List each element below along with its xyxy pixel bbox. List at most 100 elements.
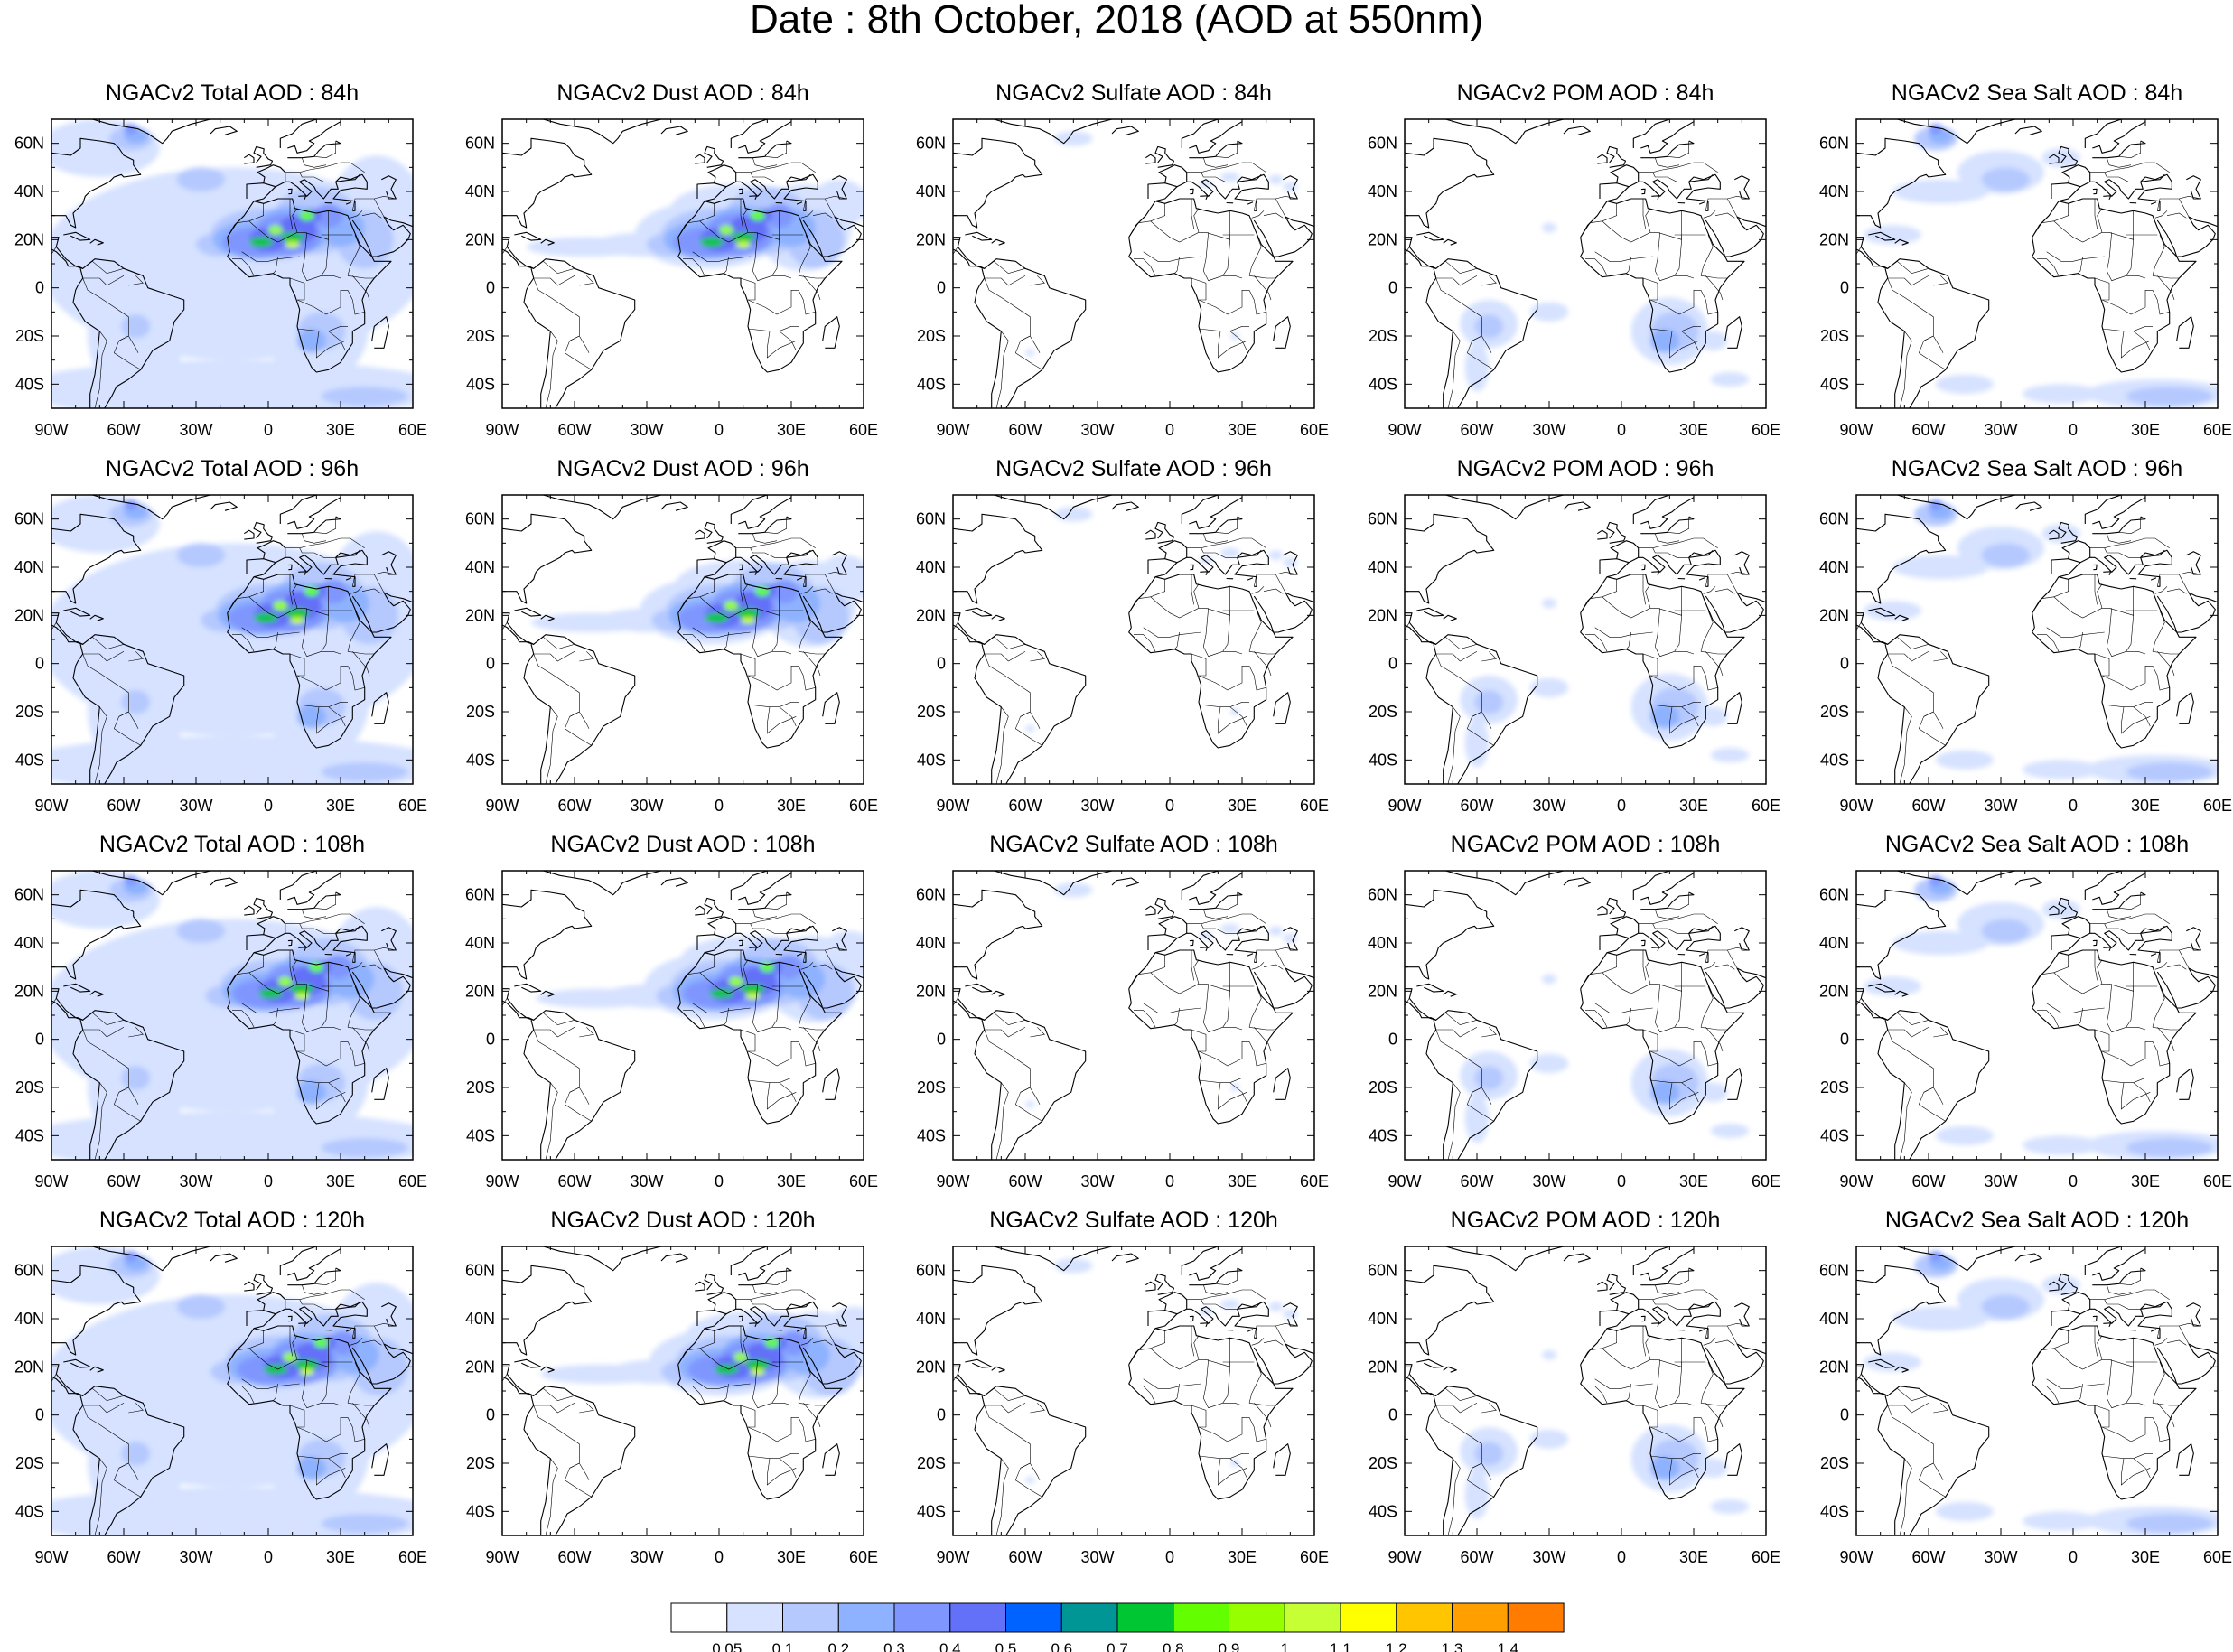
coastline-cuba (965, 1358, 993, 1368)
aod-plume (1229, 1084, 1240, 1091)
aod-plume (1529, 677, 1569, 697)
lat-tick-label: 60N (916, 1262, 946, 1280)
border-line (1248, 1403, 1276, 1406)
border-line (302, 533, 327, 544)
border-line (1217, 331, 1247, 359)
lat-tick-label: 40S (917, 1126, 946, 1144)
coastline-britain (1154, 897, 1175, 919)
coastline-hispaniola (991, 238, 1005, 246)
coastline-iberia (2051, 1310, 2081, 1330)
coastline-iberia (1147, 934, 1178, 954)
coastline-cuba (514, 1358, 542, 1368)
lon-tick-label: 60E (849, 797, 878, 815)
lat-tick-label: 40S (917, 751, 946, 769)
coastline-africa (227, 198, 392, 373)
lat-tick-label: 60N (14, 510, 44, 528)
coastline-iran (1285, 592, 1314, 603)
lon-tick-label: 0 (1165, 797, 1174, 815)
border-line (2166, 1339, 2187, 1346)
aod-plume (540, 1364, 661, 1384)
border-line (1254, 1027, 1272, 1052)
border-line (502, 622, 508, 630)
border-line (1856, 998, 1862, 1006)
coastline-britain (1606, 897, 1627, 919)
border-line (735, 537, 816, 548)
lon-tick-label: 30W (1532, 421, 1565, 439)
border-line (92, 1388, 125, 1402)
border-line (1445, 1013, 1478, 1026)
lon-tick-label: 30E (2131, 797, 2160, 815)
border-line (2133, 331, 2151, 351)
border-line (1254, 198, 1286, 218)
coastline-cyprus (2150, 953, 2157, 957)
coastline-cyprus (1247, 953, 1254, 957)
border-line (579, 1403, 594, 1414)
border-line (1897, 261, 1929, 275)
coastline-scandinavia (279, 1246, 341, 1281)
coastline-africa (677, 198, 843, 373)
lon-tick-label: 30E (777, 421, 806, 439)
lon-tick-label: 30W (1984, 421, 2017, 439)
lon-tick-label: 60W (1008, 1172, 1042, 1190)
lat-tick-label: 0 (486, 655, 495, 673)
border-line (292, 208, 298, 233)
lat-tick-label: 20S (466, 703, 495, 721)
coastline-iberia (696, 558, 727, 578)
coastline-sardinia (2092, 188, 2098, 195)
border-line (771, 1338, 780, 1404)
border-line (995, 1082, 1009, 1160)
border-line (740, 574, 743, 605)
border-line (1674, 210, 1683, 276)
colorbar-label: 1.2 (1386, 1640, 1407, 1652)
border-line (296, 1452, 348, 1460)
lat-tick-label: 20S (1369, 1454, 1397, 1472)
coastline-cyprus (2150, 201, 2157, 205)
border-line (352, 275, 370, 301)
coastline-hispaniola (540, 614, 555, 621)
coastline-madagascar (1724, 316, 1742, 349)
lat-tick-label: 40S (1369, 751, 1397, 769)
border-line (2046, 1378, 2105, 1389)
lon-tick-label: 30W (1080, 1548, 1114, 1566)
border-line (988, 1041, 1042, 1122)
lon-tick-label: 60W (557, 1172, 591, 1190)
lon-tick-label: 60W (1911, 797, 1945, 815)
border-line (1655, 533, 1680, 544)
border-line (248, 203, 265, 222)
border-line (1899, 1082, 1912, 1160)
coastline-caspian (1734, 1302, 1750, 1327)
aod-plume (1529, 1053, 1569, 1073)
border-line (1150, 955, 1166, 974)
aod-plume (1220, 923, 1240, 934)
border-line (374, 571, 397, 575)
border-line (537, 1417, 592, 1498)
coastline-arabia (2156, 967, 2216, 1009)
border-line (699, 579, 715, 598)
coastline-scandinavia (279, 871, 341, 905)
coastline-arabia (1253, 1343, 1313, 1385)
coastline-sicily (2103, 947, 2112, 952)
coastline-africa (1128, 949, 1294, 1125)
coastline-madagascar (822, 1068, 840, 1100)
border-line (289, 1029, 305, 1052)
border-line (1668, 1458, 1699, 1486)
coastline-scandinavia (730, 495, 792, 529)
colorbar-swatch (949, 1602, 1007, 1633)
border-line (752, 909, 778, 919)
coastline-iran (1285, 967, 1314, 979)
border-line (798, 275, 826, 279)
lon-tick-label: 90W (936, 1548, 969, 1566)
border-line (1254, 574, 1286, 593)
colorbar-swatch (782, 1602, 839, 1633)
border-line (1585, 1386, 1608, 1404)
border-line (352, 949, 385, 969)
lon-tick-label: 90W (936, 797, 969, 815)
border-line (1668, 1082, 1699, 1110)
border-line (752, 533, 778, 544)
coastline-sardinia (287, 188, 293, 195)
coastline-cuba (63, 983, 91, 993)
lat-tick-label: 20S (15, 703, 44, 721)
border-line (1198, 1417, 1249, 1442)
map-panel-seasalt-96h: NGACv2 Sea Salt AOD : 96h 60N 40N 20N 0 20S 40… (1809, 455, 2233, 817)
border-line (1705, 949, 1738, 969)
